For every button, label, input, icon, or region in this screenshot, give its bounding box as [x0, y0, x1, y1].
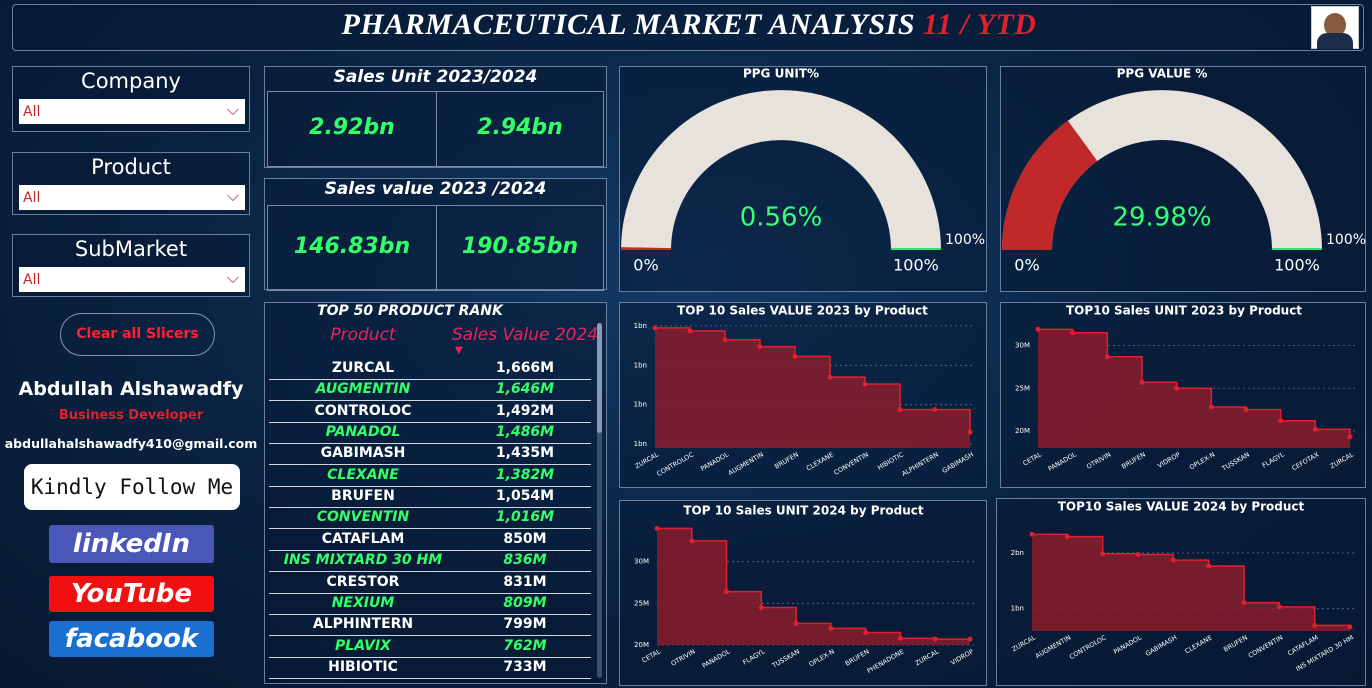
slicer-dropdown[interactable]: All ⌵	[19, 185, 245, 210]
slicer-value: All	[23, 272, 41, 288]
slicer: Company All ⌵	[12, 66, 250, 132]
slicer-dropdown[interactable]: All ⌵	[19, 267, 245, 292]
scrollbar	[597, 323, 602, 678]
table-cell: 1,666M	[495, 360, 555, 376]
table-cell: 850M	[503, 530, 547, 547]
kpi-divider	[436, 206, 437, 290]
slicer-dropdown[interactable]: All ⌵	[19, 99, 245, 124]
slicer-label: Company	[81, 69, 181, 93]
follow-box: Kindly Follow Me	[24, 464, 240, 510]
slicer-label: Product	[91, 155, 171, 179]
table-cell: INS MIXTARD 30 HM	[283, 552, 443, 569]
table-cell: 799M	[503, 616, 547, 633]
row-separator	[269, 677, 591, 679]
chart-panel	[619, 500, 987, 686]
title-text: PHARMACEUTICAL MARKET ANALYSIS	[341, 8, 916, 41]
table-header: Product	[330, 325, 396, 345]
row-separator	[269, 379, 591, 380]
header-title: PHARMACEUTICAL MARKET ANALYSIS 11 / YTD	[13, 8, 1365, 42]
header: PHARMACEUTICAL MARKET ANALYSIS 11 / YTD	[12, 4, 1364, 51]
table-cell: 733M	[503, 658, 547, 675]
kpi-title: Sales value 2023 /2024	[324, 179, 547, 199]
table-cell: CRESTOR	[326, 573, 400, 590]
table-cell: BRUFEN	[331, 488, 395, 505]
social-link[interactable]: linkedIn	[49, 525, 214, 563]
chart-panel	[996, 498, 1366, 686]
chart-panel	[1000, 302, 1366, 488]
table-cell: AUGMENTIN	[315, 381, 411, 398]
table-cell: NEXIUM	[331, 594, 395, 611]
profile-role: Business Developer	[58, 408, 204, 423]
kpi-box: 2.92bn 2.94bn	[267, 91, 604, 167]
row-separator	[269, 421, 591, 423]
sort-arrow: ▼	[455, 345, 463, 356]
profile-photo	[1311, 6, 1359, 49]
table-cell: 1,382M	[495, 466, 555, 483]
dropdown-arrow: ⌵	[226, 100, 239, 119]
social-link[interactable]: YouTube	[49, 576, 214, 612]
table-cell: 1,646M	[495, 381, 555, 398]
profile-email: abdullahalshawadfy410@gmail.com	[4, 436, 258, 451]
row-separator	[269, 656, 591, 658]
table-cell: 831M	[503, 573, 547, 590]
kpi-title: Sales Unit 2023/2024	[333, 67, 538, 87]
kpi-box: 146.83bn 190.85bn	[267, 205, 604, 291]
table-cell: CATAFLAM	[321, 530, 405, 547]
table-cell: CONTROLOC	[314, 402, 412, 419]
kpi-value: 146.83bn	[293, 234, 411, 259]
row-separator	[269, 485, 591, 487]
slicer-label: SubMarket	[74, 237, 188, 261]
row-separator	[269, 528, 591, 530]
row-separator	[269, 571, 591, 573]
row-separator	[269, 549, 591, 551]
row-separator	[269, 400, 591, 402]
table-cell: 1,486M	[495, 424, 555, 441]
table-cell: 1,492M	[495, 402, 555, 419]
table-cell: ALPHINTERN	[312, 616, 414, 633]
dropdown-arrow: ⌵	[226, 186, 239, 205]
table-cell: PANADOL	[325, 424, 401, 441]
table-cell: 809M	[503, 594, 547, 611]
clear-button[interactable]: Clear all Slicers	[60, 313, 215, 356]
slicer-value: All	[23, 190, 41, 206]
slicer: SubMarket All ⌵	[12, 234, 250, 297]
table-cell: GABIMASH	[320, 445, 406, 462]
row-separator	[269, 635, 591, 637]
kpi-value: 2.94bn	[477, 115, 563, 140]
kpi-card: Sales value 2023 /2024 146.83bn 190.85bn	[264, 178, 607, 291]
table-cell: 836M	[503, 552, 547, 569]
table-cell: ZURCAL	[331, 360, 395, 376]
title-accent: 11 / YTD	[923, 8, 1037, 41]
table-cell: 1,054M	[495, 488, 555, 505]
slicer-value: All	[23, 104, 41, 120]
table-cell: PLAVIX	[335, 637, 391, 654]
table-title: TOP 50 PRODUCT RANK	[317, 303, 503, 319]
slicer: Product All ⌵	[12, 152, 250, 215]
table-cell: 1,016M	[495, 509, 555, 526]
social-link[interactable]: facabook	[49, 621, 214, 657]
dropdown-arrow: ⌵	[226, 268, 239, 287]
chart-panel	[619, 302, 987, 488]
row-separator	[269, 613, 591, 615]
table-cell: 1,435M	[495, 445, 555, 462]
kpi-divider	[436, 92, 437, 166]
row-separator	[269, 592, 591, 594]
table-header: Sales Value 2024	[451, 325, 599, 345]
kpi-value: 2.92bn	[309, 115, 395, 140]
table-cell: HIBIOTIC	[328, 658, 398, 675]
profile-name: Abdullah Alshawadfy	[18, 378, 244, 400]
table-cell: CONVENTIN	[316, 509, 410, 526]
kpi-value: 190.85bn	[461, 234, 579, 259]
table-panel: TOP 50 PRODUCT RANK Product Sales Value 20…	[264, 302, 607, 684]
row-separator	[269, 443, 591, 445]
table-cell: 762M	[503, 637, 547, 654]
chart-panel	[1000, 66, 1366, 292]
row-separator	[269, 464, 591, 466]
scroll-thumb	[597, 323, 602, 433]
table-cell: CLEXANE	[327, 466, 399, 483]
row-separator	[269, 507, 591, 509]
kpi-card: Sales Unit 2023/2024 2.92bn 2.94bn	[264, 66, 607, 168]
chart-panel	[619, 66, 987, 292]
